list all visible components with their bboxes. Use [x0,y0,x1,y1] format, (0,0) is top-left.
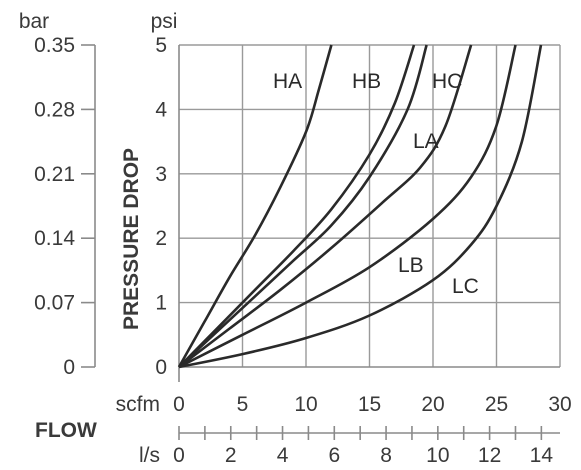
y-tick-psi: 0 [155,356,167,379]
y-axis-title: PRESSURE DROP [120,148,143,330]
x-tick-scfm: 20 [421,393,444,416]
x-tick-ls: 8 [380,444,392,467]
y-tick-bar: 0.21 [34,163,75,186]
curve-label-lb: LB [398,254,424,277]
curve-label-la: LA [413,130,439,153]
y-unit-psi: psi [151,10,178,33]
x-tick-scfm: 15 [358,393,381,416]
y-tick-psi: 1 [155,292,167,315]
curve-lc [178,44,543,369]
y-tick-psi: 5 [155,34,167,57]
x-tick-ls: 12 [478,444,501,467]
y-unit-bar: bar [19,10,49,33]
x-tick-scfm: 25 [485,393,508,416]
curve-label-hb: HB [352,70,381,93]
labels: HA HB HC LA LB LC [273,70,479,298]
y-tick-bar: 0.07 [34,292,75,315]
y-tick-psi: 3 [155,163,167,186]
x-tick-scfm: 10 [294,393,317,416]
x-tick-scfm: 30 [548,393,571,416]
x-tick-ls: 6 [328,444,340,467]
y-tick-bar: 0 [63,356,75,379]
x-tick-scfm: 0 [173,393,185,416]
x-tick-ls: 14 [530,444,554,467]
x-tick-scfm: 5 [237,393,249,416]
x-unit-scfm: scfm [116,393,160,416]
x-unit-ls: l/s [139,444,160,467]
curve-label-ha: HA [273,70,302,93]
curve-ha [177,44,333,368]
x-tick-ls: 0 [173,444,185,467]
x-axis-title: FLOW [35,419,97,442]
y-tick-psi: 4 [155,98,167,121]
y-tick-bar: 0.28 [34,98,75,121]
x-tick-ls: 4 [277,444,289,467]
curve-label-lc: LC [452,275,479,298]
y-tick-bar: 0.14 [34,227,75,250]
curve-label-hc: HC [432,70,462,93]
curve-la [178,44,473,369]
x-tick-ls: 10 [426,444,449,467]
y-tick-psi: 2 [155,227,167,250]
x-tick-ls: 2 [225,444,237,467]
y-tick-bar: 0.35 [34,34,75,57]
curves [177,44,543,369]
grid [179,44,561,367]
curve-hc [178,44,428,368]
curve-lb [178,44,517,369]
curve-hb [178,44,416,368]
